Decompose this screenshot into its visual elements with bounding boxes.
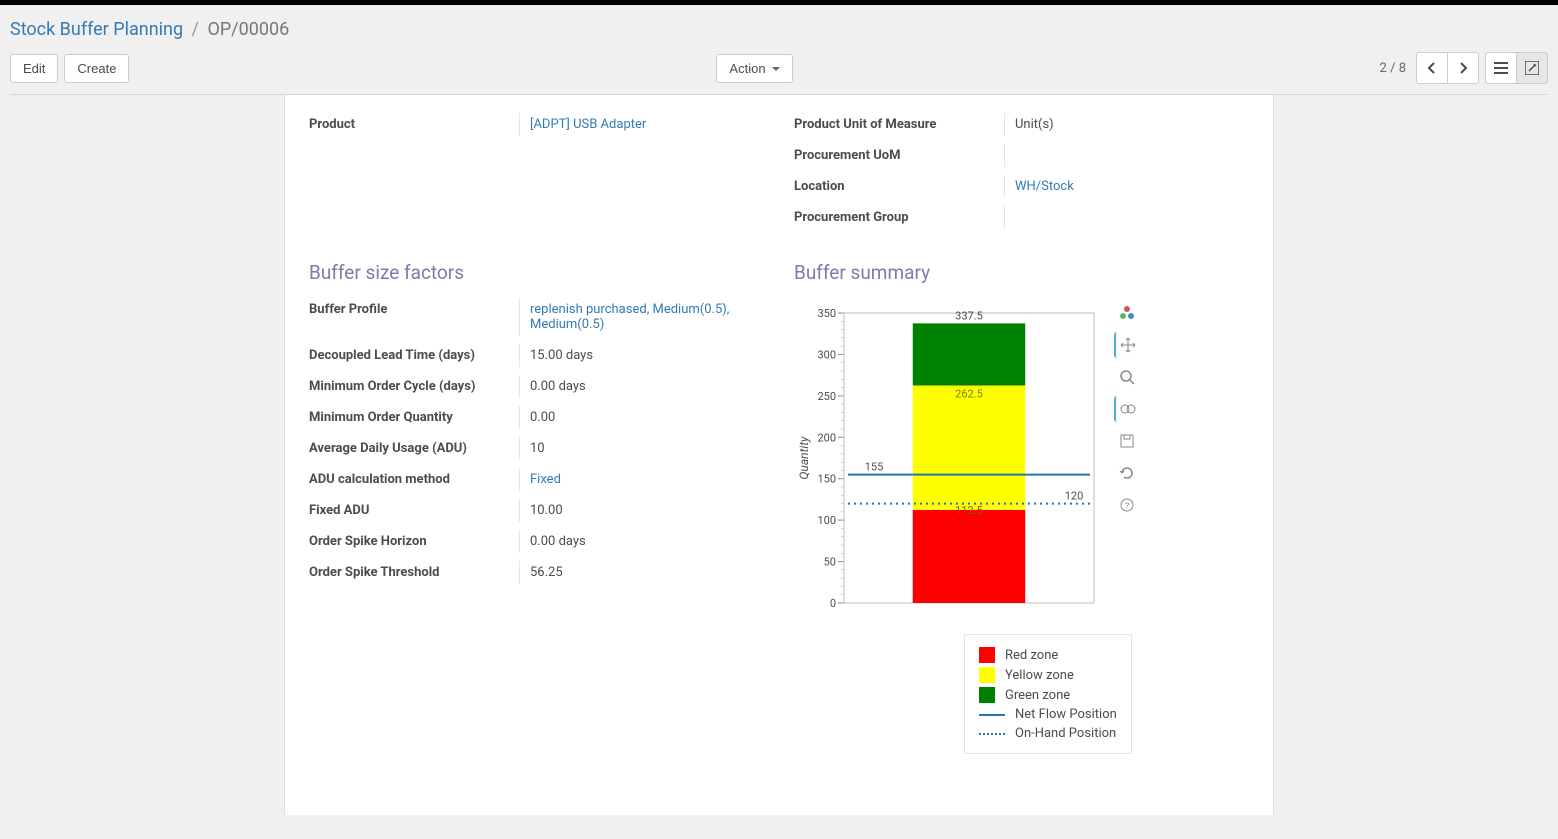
- chevron-left-icon: [1427, 62, 1437, 74]
- svg-text:337.5: 337.5: [955, 309, 983, 322]
- create-button[interactable]: Create: [64, 54, 129, 83]
- svg-text:150: 150: [817, 473, 836, 486]
- main-content: Product [ADPT] USB Adapter Product Unit …: [0, 95, 1558, 815]
- proc-group-value: [1004, 206, 1249, 229]
- form-sheet: Product [ADPT] USB Adapter Product Unit …: [284, 95, 1274, 815]
- uom-value: Unit(s): [1004, 113, 1249, 136]
- adu-value: 10: [519, 437, 764, 460]
- list-icon: [1494, 62, 1508, 74]
- fixed-adu-value: 10.00: [519, 499, 764, 522]
- osh-value: 0.00 days: [519, 530, 764, 553]
- pager-next-button[interactable]: [1447, 52, 1479, 84]
- breadcrumb-current: OP/00006: [207, 19, 289, 40]
- buffer-chart-svg: 0 50 100 150 200 250 300 350 Quantity 337.5 262.5 1…: [794, 298, 1104, 618]
- svg-text:300: 300: [817, 348, 836, 361]
- legend-yellow-swatch: [979, 667, 995, 683]
- view-list-button[interactable]: [1485, 52, 1517, 84]
- proc-uom-value: [1004, 144, 1249, 167]
- svg-text:262.5: 262.5: [955, 388, 983, 401]
- moc-value: 0.00 days: [519, 375, 764, 398]
- svg-text:50: 50: [824, 556, 836, 569]
- help-tool-icon[interactable]: ?: [1114, 492, 1140, 518]
- adu-method-link[interactable]: Fixed: [530, 472, 561, 487]
- action-dropdown[interactable]: Action: [716, 54, 792, 83]
- reset-tool-icon[interactable]: [1114, 460, 1140, 486]
- legend-green-swatch: [979, 687, 995, 703]
- svg-text:0: 0: [830, 597, 836, 610]
- svg-text:112.5: 112.5: [955, 504, 983, 517]
- pager-current: 2: [1380, 61, 1387, 76]
- svg-text:200: 200: [817, 431, 836, 444]
- ost-label: Order Spike Threshold: [309, 561, 519, 584]
- dlt-label: Decoupled Lead Time (days): [309, 344, 519, 367]
- legend-red-swatch: [979, 647, 995, 663]
- legend-onhand-line: [979, 733, 1005, 735]
- edit-button[interactable]: Edit: [10, 54, 58, 83]
- header: Stock Buffer Planning / OP/00006 Edit Cr…: [0, 5, 1558, 95]
- buffer-factors-title: Buffer size factors: [309, 261, 764, 284]
- save-tool-icon[interactable]: [1114, 428, 1140, 454]
- product-link[interactable]: [ADPT] USB Adapter: [530, 117, 646, 132]
- toolbar: Edit Create Action 2 / 8: [10, 46, 1548, 95]
- pan-tool-icon[interactable]: [1114, 332, 1140, 358]
- legend-yellow-label: Yellow zone: [1005, 668, 1074, 683]
- svg-text:155: 155: [865, 461, 884, 474]
- uom-label: Product Unit of Measure: [794, 113, 1004, 136]
- buffer-summary-title: Buffer summary: [794, 261, 1249, 284]
- legend-green-label: Green zone: [1005, 688, 1070, 703]
- pager: 2 / 8: [1380, 61, 1406, 76]
- chart-toolbar: ?: [1114, 300, 1140, 622]
- svg-text:120: 120: [1065, 490, 1084, 503]
- location-link[interactable]: WH/Stock: [1015, 179, 1074, 194]
- moq-label: Minimum Order Quantity: [309, 406, 519, 429]
- chart-legend: Red zone Yellow zone Green zone Net Flow…: [964, 634, 1132, 754]
- svg-text:100: 100: [817, 514, 836, 527]
- legend-red-label: Red zone: [1005, 648, 1058, 663]
- breadcrumb-separator: /: [192, 19, 199, 40]
- legend-onhand-label: On-Hand Position: [1015, 726, 1116, 741]
- moc-label: Minimum Order Cycle (days): [309, 375, 519, 398]
- osh-label: Order Spike Horizon: [309, 530, 519, 553]
- pager-prev-button[interactable]: [1416, 52, 1448, 84]
- legend-netflow-line: [979, 714, 1005, 716]
- product-label: Product: [309, 113, 519, 136]
- legend-netflow-label: Net Flow Position: [1015, 707, 1117, 722]
- svg-text:?: ?: [1125, 502, 1129, 512]
- svg-text:350: 350: [817, 307, 836, 320]
- profile-link[interactable]: replenish purchased, Medium(0.5), Medium…: [530, 302, 729, 332]
- pager-total: 8: [1399, 61, 1406, 76]
- svg-text:250: 250: [817, 390, 836, 403]
- svg-text:Quantity: Quantity: [797, 436, 811, 480]
- moq-value: 0.00: [519, 406, 764, 429]
- proc-uom-label: Procurement UoM: [794, 144, 1004, 167]
- buffer-chart: 0 50 100 150 200 250 300 350 Quantity 337.5 262.5 1…: [794, 298, 1104, 622]
- proc-group-label: Procurement Group: [794, 206, 1004, 229]
- dlt-value: 15.00 days: [519, 344, 764, 367]
- view-form-button[interactable]: [1516, 52, 1548, 84]
- profile-label: Buffer Profile: [309, 298, 519, 336]
- bokeh-logo-icon[interactable]: [1114, 300, 1140, 326]
- ost-value: 56.25: [519, 561, 764, 584]
- wheel-zoom-tool-icon[interactable]: [1114, 396, 1140, 422]
- chevron-right-icon: [1458, 62, 1468, 74]
- location-label: Location: [794, 175, 1004, 198]
- adu-label: Average Daily Usage (ADU): [309, 437, 519, 460]
- breadcrumb: Stock Buffer Planning / OP/00006: [10, 13, 1548, 46]
- zoom-tool-icon[interactable]: [1114, 364, 1140, 390]
- breadcrumb-root-link[interactable]: Stock Buffer Planning: [10, 19, 183, 40]
- fixed-adu-label: Fixed ADU: [309, 499, 519, 522]
- adu-method-label: ADU calculation method: [309, 468, 519, 491]
- form-edit-icon: [1525, 61, 1539, 75]
